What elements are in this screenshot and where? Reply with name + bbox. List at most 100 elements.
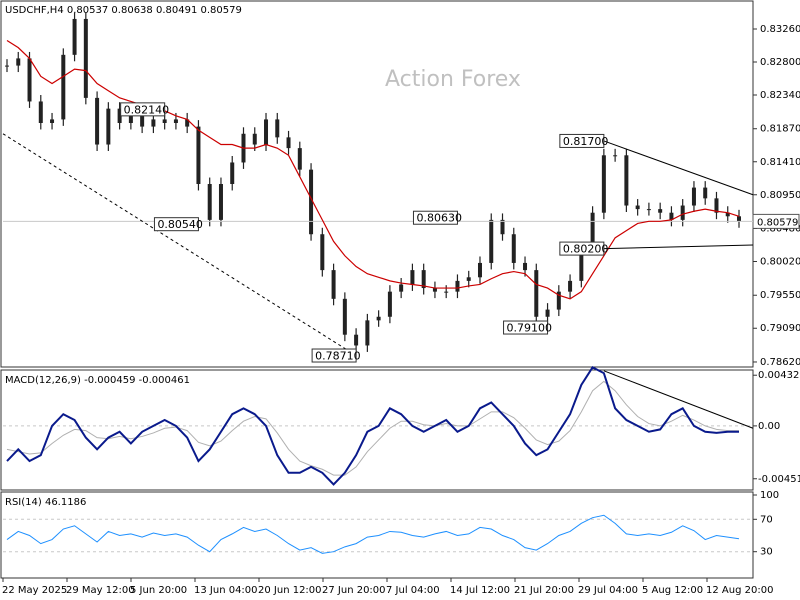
ohlc-high: 0.80638 bbox=[111, 5, 152, 16]
ohlc-low: 0.80491 bbox=[156, 5, 197, 16]
current-price-label: 0.80579 bbox=[757, 217, 798, 228]
candle-body bbox=[669, 212, 674, 220]
candle-body bbox=[16, 58, 21, 66]
level-label-box bbox=[153, 217, 199, 232]
x-tick-label: 5 Jun 20:00 bbox=[130, 585, 187, 596]
candle-body bbox=[511, 234, 516, 263]
candle-body bbox=[421, 270, 426, 289]
price-y-tick-label: 0.83260 bbox=[760, 24, 800, 35]
candle-body bbox=[117, 108, 122, 123]
x-tick-label: 13 Jun 04:00 bbox=[194, 585, 258, 596]
candle-body bbox=[230, 162, 235, 184]
level-label-box bbox=[559, 241, 605, 256]
watermark: Action Forex bbox=[385, 67, 521, 92]
candle-body bbox=[410, 270, 415, 285]
rsi-lines bbox=[3, 514, 753, 554]
macd-trendline bbox=[603, 370, 754, 429]
candle-body bbox=[297, 148, 302, 170]
candle-body bbox=[252, 133, 257, 145]
upper-triangle-trendline bbox=[603, 140, 754, 196]
rsi-y-tick-label: 30 bbox=[760, 547, 773, 558]
candle-body bbox=[399, 284, 404, 292]
macd-y-axis: 0.004325 0.00 -0.004511 bbox=[753, 370, 800, 485]
x-tick-label: 29 Jul 04:00 bbox=[578, 585, 638, 596]
candle-body bbox=[646, 209, 651, 211]
price-panel-title: USDCHF,H4 0.80537 0.80638 0.80491 0.8057… bbox=[5, 5, 242, 16]
candle-body bbox=[579, 248, 584, 281]
candle-body bbox=[218, 184, 223, 220]
price-y-tick-label: 0.82800 bbox=[760, 57, 800, 68]
x-tick-label: 21 Jul 20:00 bbox=[514, 585, 574, 596]
rsi-panel: RSI(14) 46.1186 100 70 30 bbox=[0, 490, 779, 579]
candle-body bbox=[556, 291, 561, 310]
price-panel: Action Forex USDCHF,H4 0.80537 0.80638 0… bbox=[0, 0, 800, 368]
candle-body bbox=[72, 18, 77, 55]
candle-body bbox=[365, 320, 370, 346]
candle-body bbox=[207, 184, 212, 220]
candle-body bbox=[387, 291, 392, 317]
level-label: 0.78710 bbox=[315, 350, 361, 363]
level-label: 0.80540 bbox=[157, 218, 203, 231]
lower-triangle-trendline bbox=[603, 244, 754, 250]
price-y-tick-label: 0.79550 bbox=[760, 290, 800, 301]
x-tick-label: 14 Jul 12:00 bbox=[450, 585, 510, 596]
candle-body bbox=[613, 155, 618, 157]
price-y-tick-label: 0.80020 bbox=[760, 257, 800, 268]
candle-body bbox=[331, 270, 336, 299]
level-label-box bbox=[503, 320, 549, 335]
candle-body bbox=[568, 280, 573, 292]
level-label: 0.80200 bbox=[563, 243, 609, 256]
candle-body bbox=[286, 137, 291, 149]
candle-body bbox=[354, 334, 359, 346]
candle-body bbox=[444, 291, 449, 293]
rsi-y-tick-label: 70 bbox=[760, 514, 773, 525]
price-candles bbox=[5, 12, 741, 352]
candle-body bbox=[489, 219, 494, 263]
candle-body bbox=[455, 280, 460, 292]
candle-body bbox=[680, 205, 685, 220]
candle-body bbox=[38, 101, 43, 123]
macd-line bbox=[6, 366, 739, 486]
candle-body bbox=[466, 277, 471, 281]
candle-body bbox=[173, 119, 178, 123]
candle-body bbox=[725, 212, 730, 217]
candle-body bbox=[714, 198, 719, 213]
candle-body bbox=[601, 155, 606, 213]
price-y-tick-label: 0.81870 bbox=[760, 124, 800, 135]
level-label-box bbox=[311, 348, 357, 363]
rsi-y-tick-label: 100 bbox=[760, 490, 779, 501]
price-y-tick-label: 0.81410 bbox=[760, 157, 800, 168]
rsi-line bbox=[6, 514, 740, 554]
candle-body bbox=[534, 270, 539, 317]
candle-body bbox=[500, 219, 505, 235]
candle-body bbox=[196, 126, 201, 184]
x-tick-label: 29 May 12:00 bbox=[66, 585, 135, 596]
macd-y-tick-label: 0.004325 bbox=[758, 370, 800, 381]
candle-body bbox=[342, 298, 347, 335]
price-y-tick-label: 0.79090 bbox=[760, 323, 800, 334]
price-y-tick-label: 0.78620 bbox=[760, 357, 800, 368]
level-label-box bbox=[559, 133, 605, 148]
level-label-box bbox=[412, 210, 458, 225]
candle-body bbox=[162, 119, 167, 123]
candle-body bbox=[95, 97, 100, 145]
level-label: 0.80630 bbox=[416, 212, 462, 225]
price-panel-frame bbox=[0, 0, 754, 368]
candle-body bbox=[590, 212, 595, 249]
rsi-y-axis: 100 70 30 bbox=[753, 490, 779, 558]
candle-body bbox=[185, 119, 190, 127]
candle-body bbox=[275, 119, 280, 138]
x-tick-label: 20 Jun 12:00 bbox=[258, 585, 322, 596]
candle-body bbox=[703, 187, 708, 199]
level-label: 0.82140 bbox=[124, 103, 169, 116]
x-tick-label: 12 Aug 20:00 bbox=[706, 585, 773, 596]
level-label: 0.79100 bbox=[507, 322, 553, 335]
candle-body bbox=[523, 262, 528, 271]
candle-body bbox=[309, 169, 314, 235]
price-y-axis: 0.83260 0.82800 0.82340 0.81870 0.81410 0.809… bbox=[752, 24, 800, 368]
price-level-labels: 0.82140 0.80540 0.78710 0.80630 0.79100 0.817… bbox=[120, 102, 609, 363]
candle-body bbox=[128, 115, 133, 123]
candle-body bbox=[477, 262, 482, 278]
